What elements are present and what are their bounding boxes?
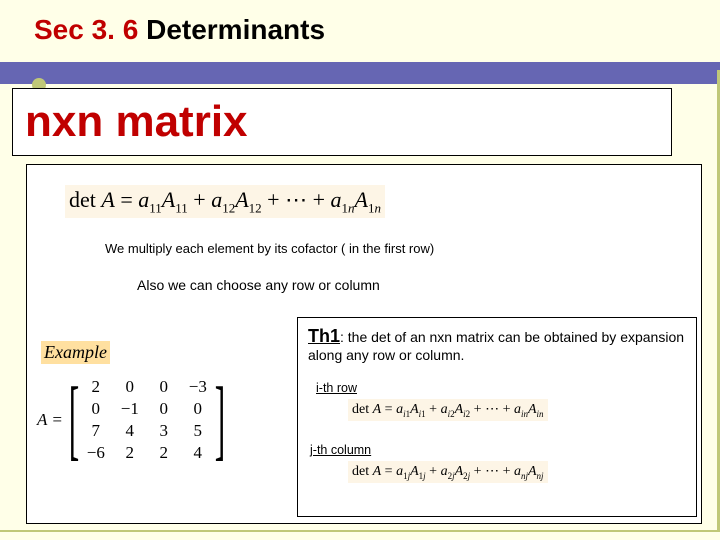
title-section: Sec 3. 6 xyxy=(34,14,138,45)
matrix-cell: 7 xyxy=(79,420,113,442)
matrix-cell: 0 xyxy=(113,376,147,398)
theorem-box: Th1: the det of an nxn matrix can be obt… xyxy=(297,317,697,517)
matrix-cell: 3 xyxy=(147,420,181,442)
matrix-cell: 4 xyxy=(181,442,215,464)
matrix-cell: −3 xyxy=(181,376,215,398)
theorem-statement: Th1: the det of an nxn matrix can be obt… xyxy=(308,326,686,363)
slide-title: Sec 3. 6 Determinants xyxy=(34,14,325,46)
matrix-row: −6 2 2 4 xyxy=(79,442,215,464)
subtitle-text: nxn matrix xyxy=(25,97,248,147)
matrix-cell: −1 xyxy=(113,398,147,420)
slide: Sec 3. 6 Determinants nxn matrix det A =… xyxy=(0,0,720,540)
matrix-cell: 0 xyxy=(147,398,181,420)
title-text: Determinants xyxy=(138,14,325,45)
header-band xyxy=(0,62,720,84)
row-expansion-formula: det A = ai1Ai1 + ai2Ai2 + ⋯ + ainAin xyxy=(348,399,548,421)
matrix-cell: 0 xyxy=(79,398,113,420)
matrix-grid: 2 0 0 −3 0 −1 0 0 7 4 3 5 xyxy=(79,376,215,464)
matrix-cell: 5 xyxy=(181,420,215,442)
note-cofactor: We multiply each element by its cofactor… xyxy=(105,241,434,256)
column-expansion-label: j-th column xyxy=(308,443,686,457)
subtitle-box: nxn matrix xyxy=(12,88,672,156)
content-box: det A = a11A11 + a12A12 + ⋯ + a1nA1n We … xyxy=(26,164,702,524)
matrix-cell: 0 xyxy=(147,376,181,398)
main-formula: det A = a11A11 + a12A12 + ⋯ + a1nA1n xyxy=(65,185,385,218)
right-bracket-icon: ] xyxy=(215,375,225,465)
matrix-cell: 2 xyxy=(113,442,147,464)
matrix-row: 2 0 0 −3 xyxy=(79,376,215,398)
example-matrix: A = [ 2 0 0 −3 0 −1 0 0 7 4 3 xyxy=(37,375,225,465)
theorem-text: : the det of an nxn matrix can be obtain… xyxy=(308,329,684,363)
left-bracket-icon: [ xyxy=(69,375,79,465)
matrix-row: 0 −1 0 0 xyxy=(79,398,215,420)
note-row-column: Also we can choose any row or column xyxy=(137,277,380,293)
matrix-row: 7 4 3 5 xyxy=(79,420,215,442)
matrix-cell: 2 xyxy=(147,442,181,464)
matrix-lhs: A = xyxy=(37,410,63,430)
row-expansion-label: i-th row xyxy=(308,381,686,395)
matrix-cell: 2 xyxy=(79,376,113,398)
matrix-cell: 4 xyxy=(113,420,147,442)
example-label: Example xyxy=(41,341,110,364)
matrix-cell: −6 xyxy=(79,442,113,464)
matrix-cell: 0 xyxy=(181,398,215,420)
column-expansion-formula: det A = a1jA1j + a2jA2j + ⋯ + anjAnj xyxy=(348,461,548,483)
template-bottom-line xyxy=(0,530,720,532)
theorem-label: Th1 xyxy=(308,326,340,346)
